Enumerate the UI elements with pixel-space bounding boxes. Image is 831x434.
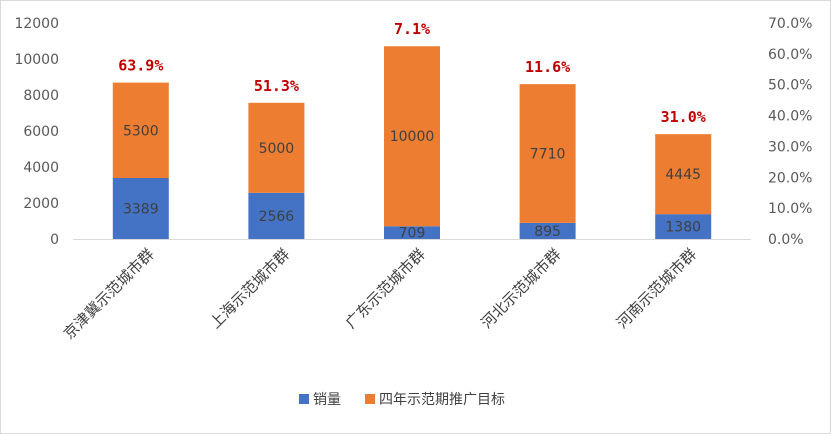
legend-swatch-sales (299, 394, 309, 404)
x-category-label: 上海示范城市群 (206, 245, 293, 332)
y-tick-label: 2000 (23, 196, 59, 212)
legend-label-target: 四年示范期推广目标 (379, 391, 505, 408)
bar-target (384, 46, 440, 227)
data-label-sales: 1380 (665, 220, 701, 236)
y2-tick-label: 10.0% (768, 201, 812, 217)
percent-label: 63.9% (118, 57, 163, 75)
bar-target (655, 134, 712, 215)
percent-label: 11.6% (525, 58, 570, 76)
bar-sales (655, 214, 712, 239)
bar-sales (248, 192, 305, 239)
bar-target (519, 84, 576, 223)
y2-tick-label: 50.0% (768, 78, 812, 94)
y2-tick-label: 20.0% (768, 170, 812, 186)
y-tick-label: 10000 (14, 52, 59, 68)
bar-sales (519, 222, 576, 239)
data-label-target: 5000 (259, 141, 295, 157)
data-label-sales: 2566 (259, 209, 295, 225)
bar-target (112, 82, 169, 178)
data-label-sales: 3389 (123, 201, 159, 217)
x-category-label: 河南示范城市群 (613, 245, 700, 332)
y-tick-label: 12000 (14, 16, 59, 32)
data-label-target: 4445 (665, 167, 701, 183)
y2-tick-label: 30.0% (768, 139, 812, 155)
percent-label: 31.0% (661, 108, 706, 126)
y2-tick-label: 40.0% (768, 109, 812, 125)
data-label-target: 5300 (123, 123, 159, 139)
data-label-target: 7710 (530, 147, 566, 163)
x-category-label: 广东示范城市群 (342, 245, 429, 332)
data-label-sales: 895 (534, 224, 561, 240)
y2-tick-label: 0.0% (768, 232, 804, 248)
x-category-label: 河北示范城市群 (477, 245, 564, 332)
data-label-target: 10000 (390, 129, 435, 145)
legend-swatch-target (365, 394, 375, 404)
y2-tick-label: 60.0% (768, 47, 812, 63)
y-tick-label: 8000 (23, 88, 59, 104)
legend-label-sales: 销量 (313, 392, 341, 408)
data-label-sales: 709 (399, 226, 426, 242)
percent-label: 51.3% (254, 77, 299, 95)
x-category-label: 京津冀示范城市群 (60, 245, 158, 343)
bar-sales (384, 226, 440, 239)
percent-label: 7.1% (394, 20, 430, 38)
y2-tick-label: 70.0% (768, 16, 812, 32)
y-tick-label: 6000 (23, 124, 59, 140)
bar-target (248, 102, 305, 193)
bar-sales (112, 177, 169, 239)
y-tick-label: 4000 (23, 160, 59, 176)
y-tick-label: 0 (50, 232, 59, 248)
